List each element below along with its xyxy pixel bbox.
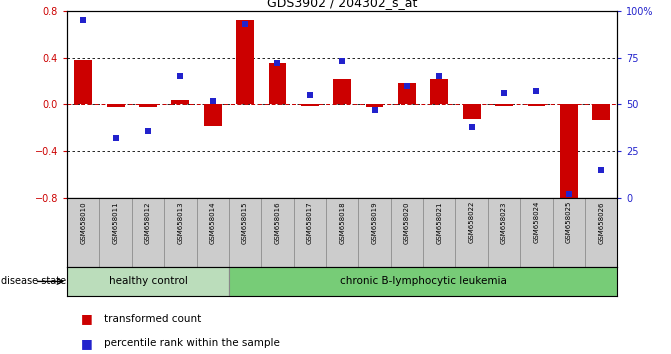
Text: percentile rank within the sample: percentile rank within the sample xyxy=(104,338,280,348)
Bar xyxy=(326,198,358,267)
Text: GSM658022: GSM658022 xyxy=(468,201,474,244)
Bar xyxy=(366,104,384,107)
Bar xyxy=(358,198,391,267)
Bar xyxy=(107,104,125,107)
Bar xyxy=(229,267,617,296)
Bar xyxy=(495,104,513,105)
Point xyxy=(531,88,541,94)
Text: GSM658020: GSM658020 xyxy=(404,201,410,244)
Text: GSM658025: GSM658025 xyxy=(566,201,572,244)
Point xyxy=(78,17,89,23)
Bar xyxy=(488,198,520,267)
Point xyxy=(499,90,509,96)
Point xyxy=(596,167,607,173)
Bar xyxy=(520,198,553,267)
Bar xyxy=(430,79,448,104)
Text: healthy control: healthy control xyxy=(109,276,187,286)
Point xyxy=(305,92,315,98)
Bar xyxy=(261,198,294,267)
Text: GSM658012: GSM658012 xyxy=(145,201,151,244)
Text: GSM658010: GSM658010 xyxy=(81,201,87,244)
Bar xyxy=(197,198,229,267)
Bar xyxy=(585,198,617,267)
Bar xyxy=(333,79,351,104)
Bar xyxy=(204,104,221,126)
Point xyxy=(110,135,121,141)
Point xyxy=(240,21,250,27)
Bar xyxy=(294,198,326,267)
Text: GSM658023: GSM658023 xyxy=(501,201,507,244)
Text: GSM658011: GSM658011 xyxy=(113,201,119,244)
Point xyxy=(143,128,154,133)
Bar xyxy=(398,83,416,104)
Bar xyxy=(423,198,456,267)
Text: transformed count: transformed count xyxy=(104,314,201,324)
Point xyxy=(272,60,283,66)
Text: GSM658014: GSM658014 xyxy=(210,201,216,244)
Bar xyxy=(172,100,189,104)
Bar xyxy=(391,198,423,267)
Point xyxy=(207,98,218,103)
Bar xyxy=(463,104,480,119)
Text: GSM658013: GSM658013 xyxy=(177,201,183,244)
Point xyxy=(401,83,412,88)
Point xyxy=(564,192,574,197)
Bar xyxy=(229,198,261,267)
Text: GSM658018: GSM658018 xyxy=(340,201,345,244)
Text: GSM658017: GSM658017 xyxy=(307,201,313,244)
Point xyxy=(337,58,348,64)
Text: GSM658015: GSM658015 xyxy=(242,201,248,244)
Bar xyxy=(67,198,99,267)
Text: GSM658026: GSM658026 xyxy=(598,201,604,244)
Text: GSM658016: GSM658016 xyxy=(274,201,280,244)
Text: ■: ■ xyxy=(81,337,93,350)
Point xyxy=(369,107,380,113)
Bar xyxy=(301,104,319,105)
Point xyxy=(434,74,445,79)
Text: GSM658021: GSM658021 xyxy=(436,201,442,244)
Bar xyxy=(527,104,546,105)
Bar xyxy=(99,198,132,267)
Point xyxy=(175,74,186,79)
Bar xyxy=(164,198,197,267)
Text: GSM658024: GSM658024 xyxy=(533,201,539,244)
Bar xyxy=(236,20,254,104)
Text: GSM658019: GSM658019 xyxy=(372,201,378,244)
Bar xyxy=(67,267,229,296)
Bar xyxy=(553,198,585,267)
Bar xyxy=(592,104,610,120)
Text: disease state: disease state xyxy=(1,276,66,286)
Text: ■: ■ xyxy=(81,312,93,325)
Bar xyxy=(560,104,578,198)
Text: chronic B-lymphocytic leukemia: chronic B-lymphocytic leukemia xyxy=(340,276,507,286)
Title: GDS3902 / 204302_s_at: GDS3902 / 204302_s_at xyxy=(267,0,417,10)
Point xyxy=(466,124,477,130)
Bar xyxy=(456,198,488,267)
Bar xyxy=(268,63,287,104)
Bar xyxy=(132,198,164,267)
Bar xyxy=(74,60,92,104)
Bar xyxy=(139,104,157,107)
